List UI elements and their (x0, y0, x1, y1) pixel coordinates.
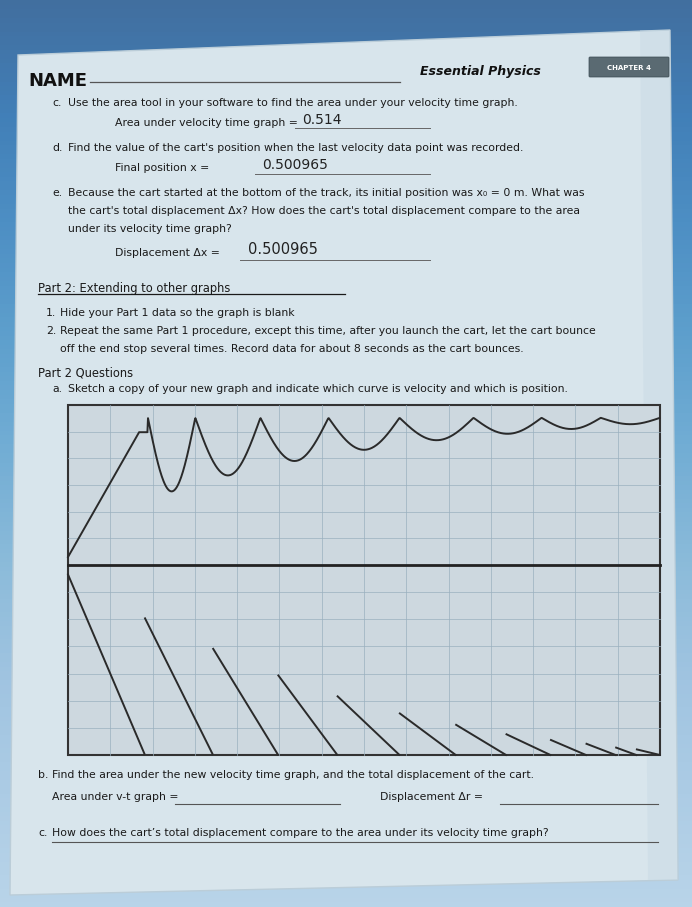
Polygon shape (640, 30, 678, 880)
FancyBboxPatch shape (589, 57, 669, 77)
Text: off the end stop several times. Record data for about 8 seconds as the cart boun: off the end stop several times. Record d… (60, 344, 524, 354)
Text: Area under v-t graph =: Area under v-t graph = (52, 792, 179, 802)
Text: 0.500965: 0.500965 (248, 242, 318, 257)
Text: e.: e. (52, 188, 62, 198)
Text: Final position x =: Final position x = (115, 163, 209, 173)
Text: the cart's total displacement Δx? How does the cart's total displacement compare: the cart's total displacement Δx? How do… (68, 206, 580, 216)
Text: Hide your Part 1 data so the graph is blank: Hide your Part 1 data so the graph is bl… (60, 308, 295, 318)
Text: Displacement Δx =: Displacement Δx = (115, 248, 220, 258)
Text: Part 2 Questions: Part 2 Questions (38, 366, 133, 379)
Text: CHAPTER 4: CHAPTER 4 (607, 65, 651, 71)
Text: How does the cart’s total displacement compare to the area under its velocity ti: How does the cart’s total displacement c… (52, 828, 549, 838)
Text: under its velocity time graph?: under its velocity time graph? (68, 224, 232, 234)
Text: Find the value of the cart's position when the last velocity data point was reco: Find the value of the cart's position wh… (68, 143, 523, 153)
Text: Displacement Δr =: Displacement Δr = (380, 792, 483, 802)
Text: c.: c. (38, 828, 47, 838)
Text: c.: c. (52, 98, 62, 108)
Bar (68, 405, 660, 755)
Polygon shape (10, 30, 678, 895)
Text: NAME: NAME (28, 72, 87, 90)
Text: Because the cart started at the bottom of the track, its initial position was x₀: Because the cart started at the bottom o… (68, 188, 585, 198)
Text: 0.514: 0.514 (302, 113, 341, 127)
Text: Sketch a copy of your new graph and indicate which curve is velocity and which i: Sketch a copy of your new graph and indi… (68, 384, 568, 394)
Text: a.: a. (52, 384, 62, 394)
Text: 1.: 1. (46, 308, 56, 318)
Text: 2.: 2. (46, 326, 56, 336)
Text: 0.500965: 0.500965 (262, 158, 328, 172)
Text: Part 2: Extending to other graphs: Part 2: Extending to other graphs (38, 282, 230, 295)
Text: Find the area under the new velocity time graph, and the total displacement of t: Find the area under the new velocity tim… (52, 770, 534, 780)
Text: d.: d. (52, 143, 62, 153)
Text: b.: b. (38, 770, 48, 780)
Text: Repeat the same Part 1 procedure, except this time, after you launch the cart, l: Repeat the same Part 1 procedure, except… (60, 326, 596, 336)
Text: Essential Physics: Essential Physics (420, 65, 541, 78)
Text: Area under velocity time graph =: Area under velocity time graph = (115, 118, 298, 128)
Text: Use the area tool in your software to find the area under your velocity time gra: Use the area tool in your software to fi… (68, 98, 518, 108)
